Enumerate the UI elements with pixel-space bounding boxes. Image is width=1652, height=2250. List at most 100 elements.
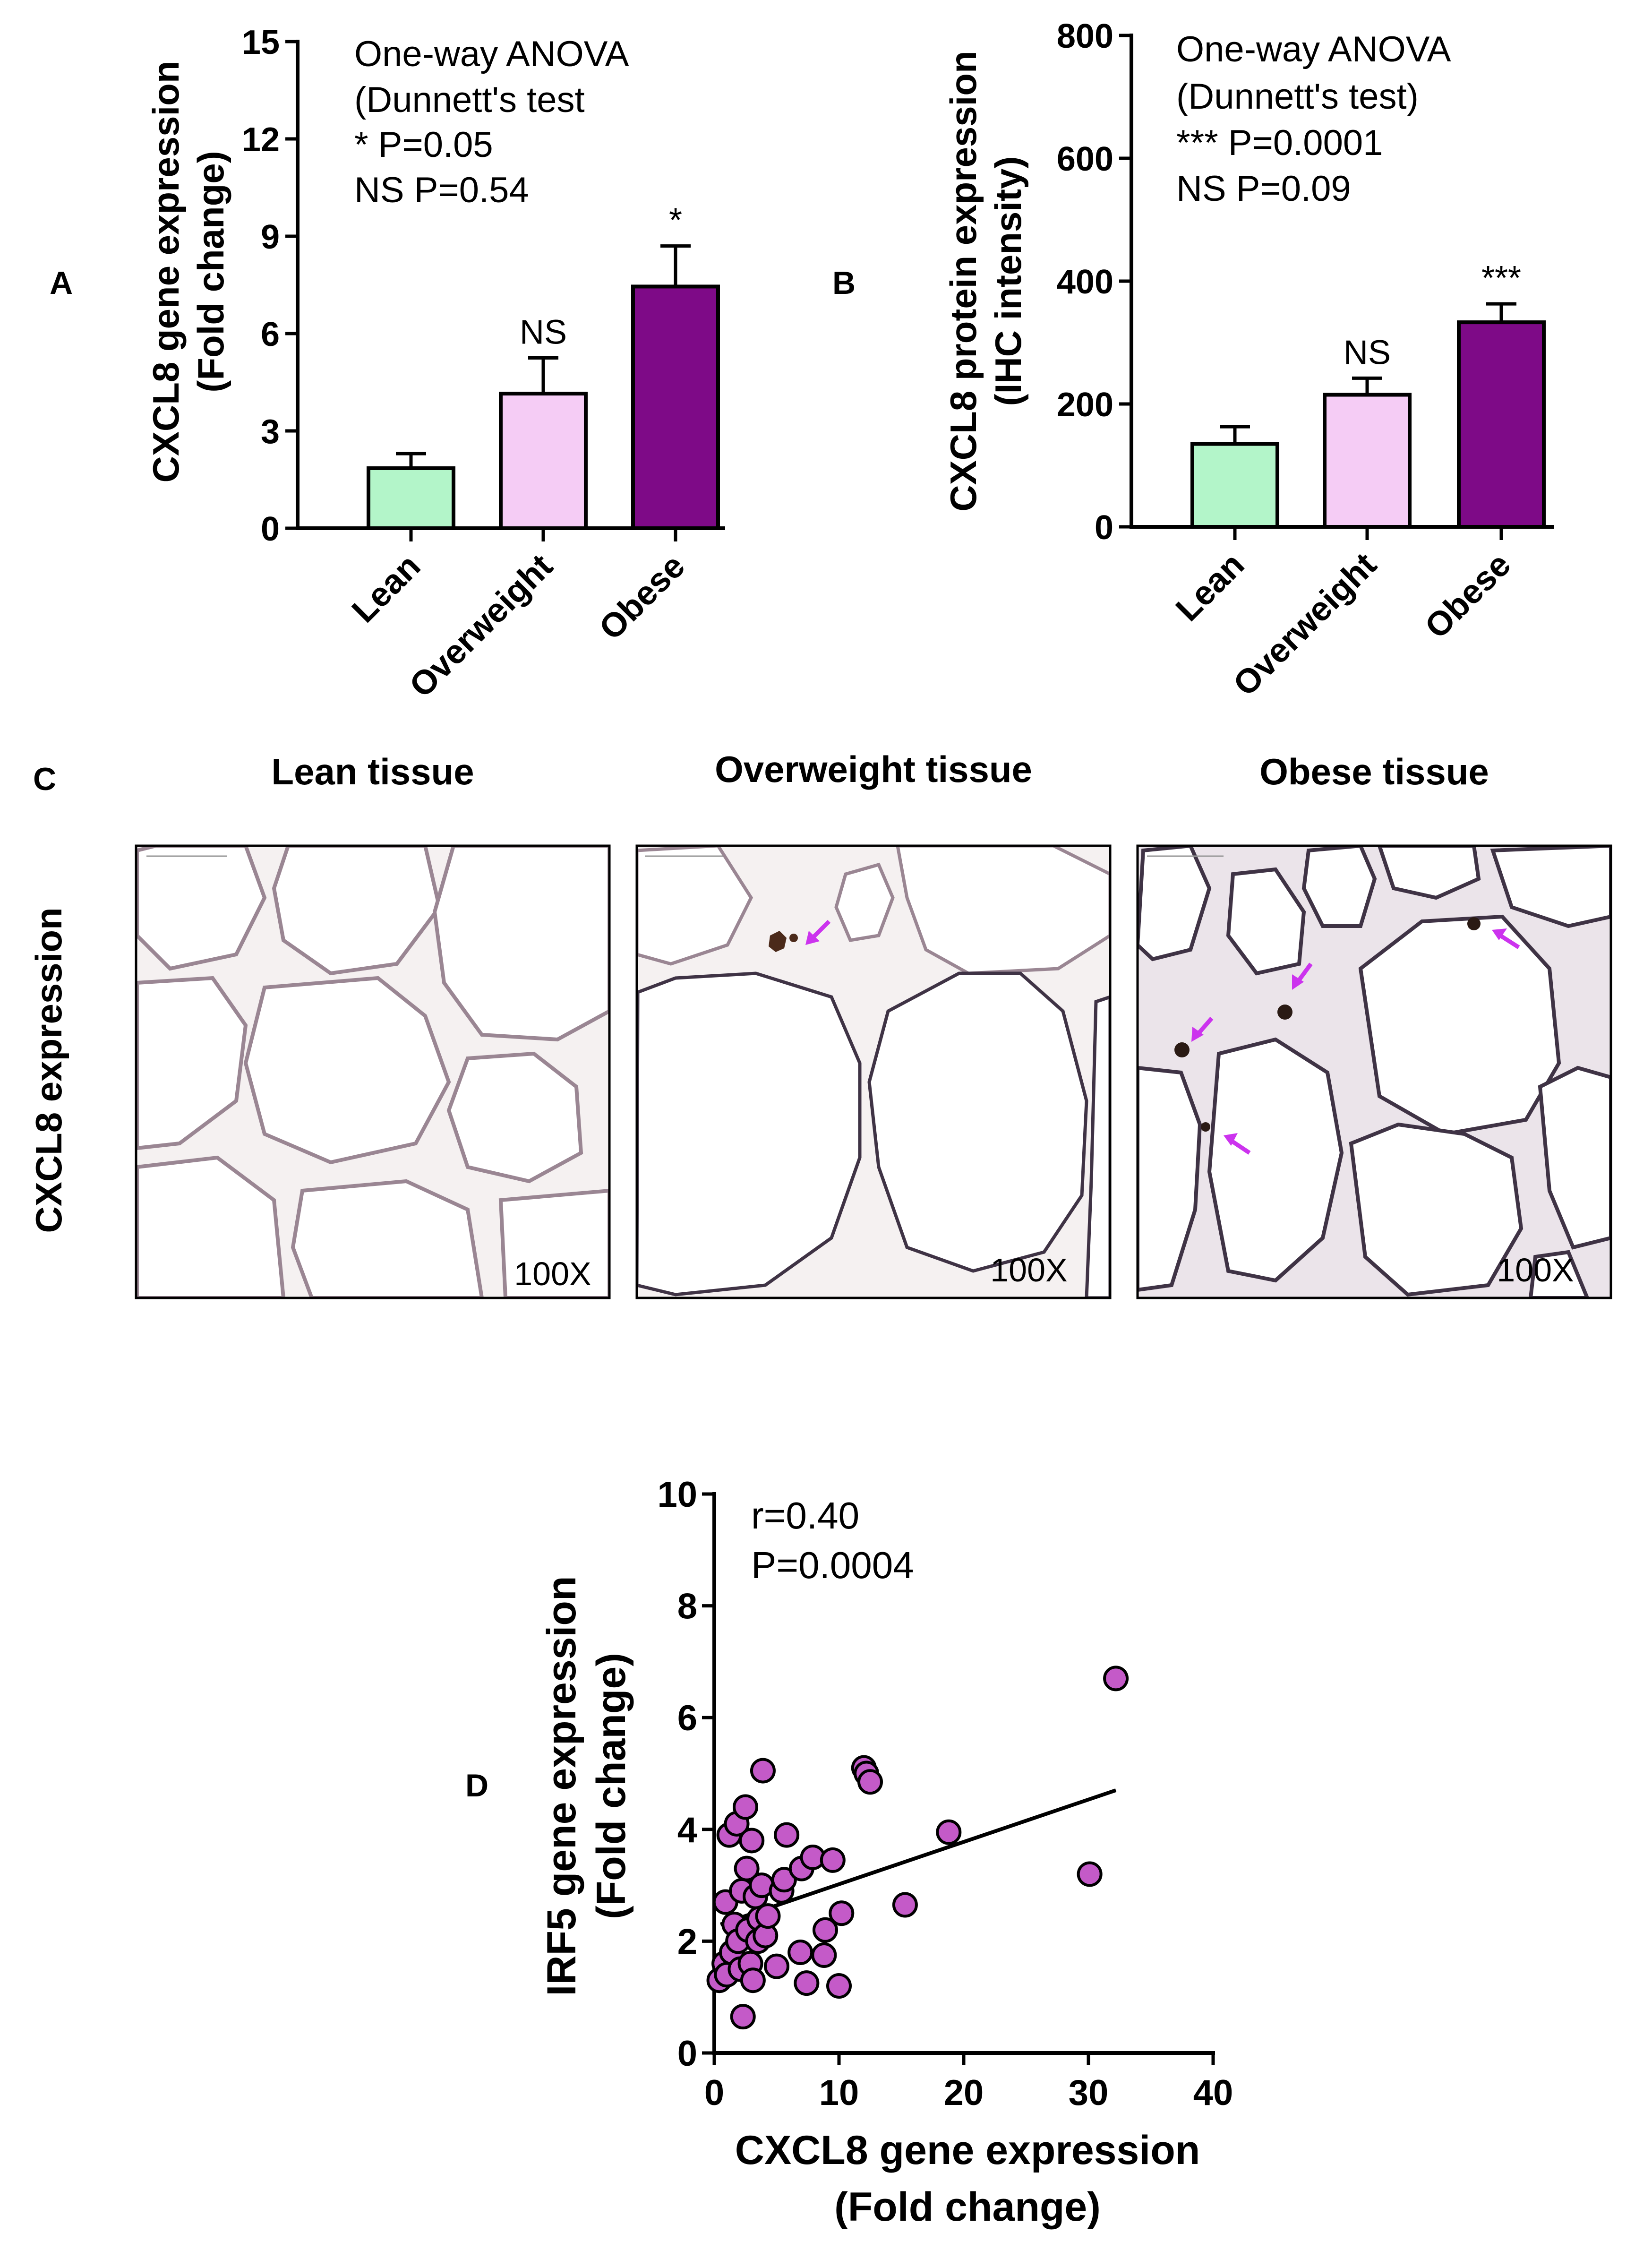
x-tick-label: Lean (1169, 546, 1251, 628)
x-tick-label: Overweight (402, 547, 560, 705)
y-axis-title-b: CXCL8 protein expression (942, 51, 984, 511)
tissue-title-lean: Lean tissue (271, 751, 474, 792)
bar-overweight (1323, 393, 1412, 529)
chart-d: D 0 2 4 6 8 10 0 10 20 30 40 IRF5 gene expression … (465, 1475, 1233, 2230)
annotation-line: NS P=0.54 (354, 170, 529, 210)
panel-label-b: B (832, 265, 856, 301)
panel-label-a: A (50, 265, 73, 301)
scatter-point (811, 1942, 837, 1968)
y-axis-subtitle-b: (IHC intensity) (987, 156, 1029, 406)
annotation-line: * P=0.05 (354, 125, 493, 165)
scatter-point (826, 1973, 852, 1999)
x-tick-label: 20 (944, 2073, 984, 2113)
bar-obese (631, 284, 720, 531)
bar-lean (367, 466, 455, 531)
magnification-label: 100X (514, 1255, 591, 1292)
y-tick-label: 12 (242, 121, 280, 159)
scatter-point (1103, 1666, 1129, 1692)
micrograph-lean: 100X (135, 844, 611, 1299)
y-axis-title-d: IRF5 gene expression (539, 1576, 584, 1996)
y-axis-title-a: CXCL8 gene expression (145, 61, 187, 483)
y-tick-label: 8 (677, 1587, 697, 1627)
scatter-point (733, 1794, 758, 1820)
annotation-line: NS P=0.09 (1176, 169, 1351, 209)
anova-annotation-a: One-way ANOVA (Dunnett's test * P=0.05 N… (354, 34, 629, 210)
y-tick-label: 10 (657, 1475, 697, 1515)
scatter-point (730, 2004, 756, 2030)
scatter-point (739, 1828, 765, 1854)
y-axis-label-d: IRF5 gene expression (Fold change) (539, 1576, 634, 1996)
magnification-label: 100X (1497, 1252, 1574, 1288)
y-tick-label: 4 (677, 1810, 697, 1850)
scatter-point (734, 1855, 760, 1881)
micrograph-overweight: 100X (635, 844, 1112, 1299)
x-tick-label: 10 (819, 2073, 859, 2113)
scatter-point (892, 1892, 918, 1918)
scatter-point (812, 1917, 838, 1943)
tissue-title-obese: Obese tissue (1259, 751, 1489, 792)
scatter-point (787, 1940, 813, 1966)
bar-obese (1457, 320, 1546, 529)
correlation-p: P=0.0004 (751, 1544, 914, 1586)
scatter-point (774, 1822, 800, 1848)
x-tick-label: 30 (1069, 2073, 1109, 2113)
annotation-line: (Dunnett's test) (1176, 77, 1419, 117)
x-tick-label: 40 (1193, 2073, 1233, 2113)
x-axis-subtitle-d: (Fold change) (834, 2184, 1101, 2230)
y-tick-label: 0 (1095, 509, 1113, 547)
annotation-line: *** P=0.0001 (1176, 123, 1383, 163)
scatter-point (755, 1903, 781, 1929)
x-tick-label: Lean (345, 547, 428, 630)
tissue-title-overweight: Overweight tissue (715, 748, 1032, 790)
significance-label: * (669, 202, 682, 240)
magnification-label: 100X (990, 1252, 1067, 1288)
y-axis-subtitle-a: (Fold change) (190, 151, 231, 392)
y-tick-label: 15 (242, 24, 280, 61)
scatter-point (740, 1967, 766, 1993)
x-tick-label: Overweight (1226, 546, 1384, 704)
scatter-point (820, 1847, 846, 1873)
y-axis-label-a: CXCL8 gene expression (Fold change) (145, 61, 231, 483)
y-axis-label-b: CXCL8 protein expression (IHC intensity) (942, 51, 1029, 511)
scatter-point (936, 1819, 962, 1845)
y-axis-subtitle-d: (Fold change) (589, 1653, 634, 1919)
panel-label-d: D (465, 1768, 488, 1803)
panel-c: C CXCL8 expression Lean tissue Overweigh… (28, 748, 1612, 1299)
scatter-point (829, 1900, 855, 1926)
y-tick-label: 0 (677, 2034, 697, 2074)
micrograph-obese: 100X (1136, 844, 1612, 1299)
annotation-line: One-way ANOVA (354, 34, 629, 74)
x-tick-label: Obese (592, 547, 692, 647)
y-tick-label: 400 (1057, 263, 1113, 301)
scatter-point (1077, 1861, 1103, 1887)
scatter-point (794, 1970, 820, 1996)
correlation-r: r=0.40 (751, 1494, 859, 1537)
scatter-point (857, 1769, 883, 1795)
y-tick-label: 0 (261, 510, 280, 548)
y-tick-label: 2 (677, 1922, 697, 1962)
y-tick-label: 9 (261, 218, 280, 256)
x-tick-label: 0 (704, 2073, 724, 2113)
anova-annotation-b: One-way ANOVA (Dunnett's test) *** P=0.0… (1176, 29, 1451, 209)
x-tick-label: Obese (1418, 546, 1518, 646)
scatter-point (750, 1758, 776, 1784)
significance-label: NS (520, 314, 567, 352)
annotation-line: (Dunnett's test (354, 80, 585, 120)
y-tick-label: 6 (677, 1698, 697, 1738)
y-tick-label: 6 (261, 316, 280, 353)
y-tick-label: 600 (1057, 140, 1113, 178)
y-tick-label: 200 (1057, 386, 1113, 424)
annotation-line: One-way ANOVA (1176, 29, 1451, 69)
regression-line (719, 1788, 1117, 1926)
scatter-point (764, 1953, 789, 1979)
significance-label: NS (1344, 334, 1391, 371)
bar-lean (1190, 442, 1279, 529)
row-label-cxcl8-expression: CXCL8 expression (28, 907, 69, 1233)
y-tick-label: 3 (261, 413, 280, 451)
y-tick-label: 800 (1057, 17, 1113, 55)
panel-label-c: C (33, 761, 56, 797)
significance-label: *** (1481, 259, 1521, 297)
